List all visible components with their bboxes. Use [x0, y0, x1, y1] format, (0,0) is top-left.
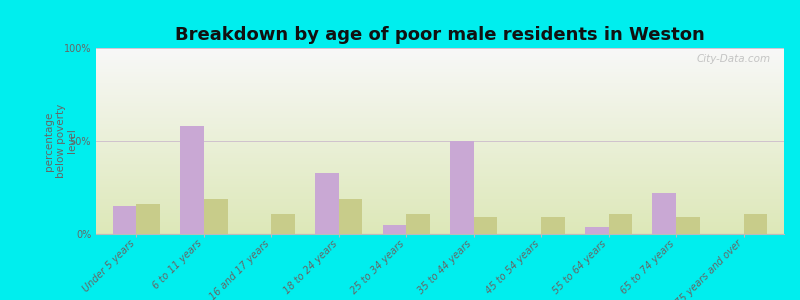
Bar — [743, 214, 767, 234]
Text: City-Data.com: City-Data.com — [696, 54, 770, 64]
Bar — [315, 172, 339, 234]
Bar — [406, 214, 430, 234]
Bar — [113, 206, 137, 234]
Bar — [180, 126, 204, 234]
Bar — [585, 226, 609, 234]
Bar — [450, 141, 474, 234]
Y-axis label: percentage
below poverty
level: percentage below poverty level — [44, 104, 78, 178]
Bar — [137, 204, 160, 234]
Bar — [204, 199, 227, 234]
Bar — [339, 199, 362, 234]
Bar — [271, 214, 295, 234]
Bar — [653, 193, 676, 234]
Bar — [609, 214, 632, 234]
Bar — [382, 225, 406, 234]
Bar — [541, 217, 565, 234]
Bar — [676, 217, 700, 234]
Bar — [474, 217, 498, 234]
Title: Breakdown by age of poor male residents in Weston: Breakdown by age of poor male residents … — [175, 26, 705, 44]
